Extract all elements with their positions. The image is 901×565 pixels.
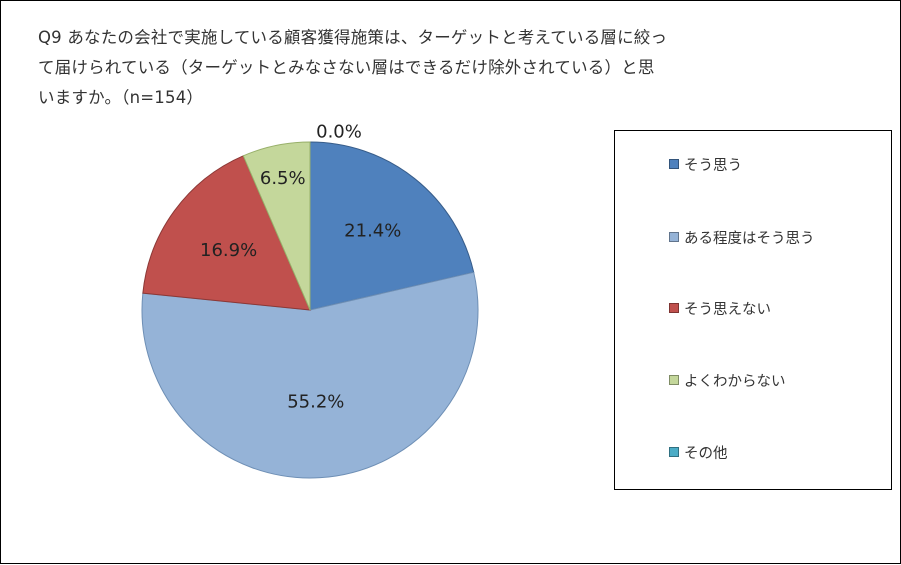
slice-wakaranai [242, 141, 311, 311]
legend-label: そう思えない [684, 301, 771, 318]
legend-label: そう思う [684, 157, 742, 174]
legend-item-aruteido: ある程度はそう思う [669, 227, 815, 247]
legend-item-sonota: その他 [669, 442, 728, 462]
legend-label: よくわからない [684, 373, 786, 390]
legend-item-omoenai: そう思えない [669, 298, 771, 318]
legend-swatch [669, 447, 679, 457]
legend-swatch [669, 232, 679, 242]
chart-title-line: て届けられている（ターゲットとみなさない層はできるだけ除外されている）と思 [38, 58, 655, 77]
legend-swatch [669, 303, 679, 313]
chart-legend: そう思う ある程度はそう思う そう思えない よくわからない その他 [614, 130, 892, 490]
legend-label: その他 [684, 445, 728, 462]
legend-swatch [669, 159, 679, 169]
slice-aruteido [141, 271, 479, 479]
chart-title-line: Q9 あなたの会社で実施している顧客獲得施策は、ターゲットと考えている層に絞っ [38, 28, 668, 47]
chart-title: Q9 あなたの会社で実施している顧客獲得施策は、ターゲットと考えている層に絞っ … [38, 23, 758, 113]
slice-omoenai [142, 155, 311, 311]
legend-swatch [669, 375, 679, 385]
legend-item-wakaranai: よくわからない [669, 370, 786, 390]
slice-soushou [309, 141, 475, 311]
data-label-wakaranai: 6.5% [260, 168, 306, 189]
data-label-omoenai: 16.9% [200, 240, 257, 261]
chart-title-line: いますか。（n=154） [38, 88, 204, 107]
data-label-sonota: 0.0% [316, 122, 362, 143]
data-label-aruteido: 55.2% [287, 392, 344, 413]
legend-label: ある程度はそう思う [684, 230, 815, 247]
data-label-soushou: 21.4% [344, 221, 401, 242]
legend-item-soushou: そう思う [669, 154, 742, 174]
